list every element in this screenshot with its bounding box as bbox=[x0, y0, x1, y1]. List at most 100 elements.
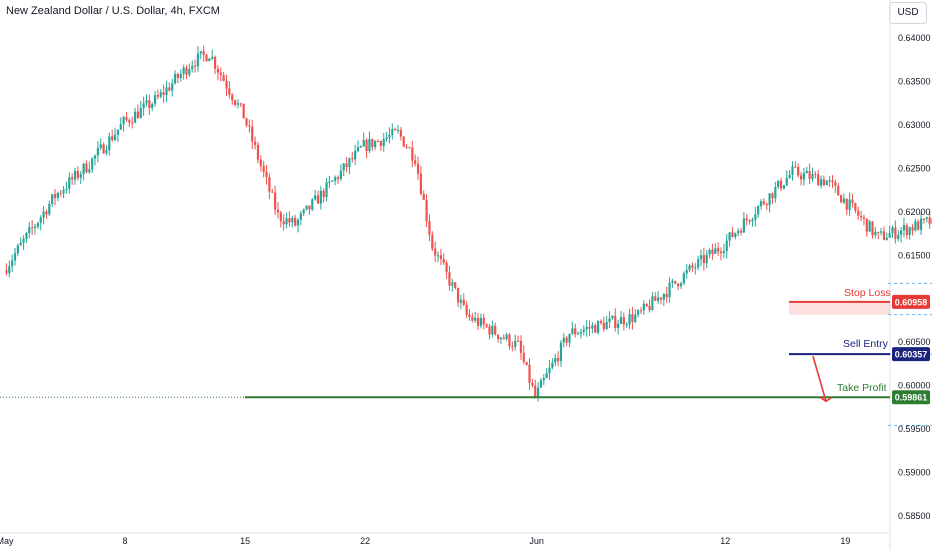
candle-body bbox=[814, 174, 817, 176]
candle-body bbox=[414, 160, 417, 164]
candle-body bbox=[362, 140, 365, 147]
candle-body bbox=[259, 159, 262, 166]
candle-body bbox=[705, 254, 708, 264]
candle-body bbox=[862, 217, 866, 219]
candle-body bbox=[76, 170, 79, 178]
candle-body bbox=[316, 195, 320, 204]
candle-body bbox=[871, 221, 874, 236]
candle-body bbox=[165, 87, 168, 95]
candle-body bbox=[294, 217, 297, 226]
candle-body bbox=[725, 240, 728, 252]
candle-body bbox=[631, 314, 634, 322]
candle-body bbox=[762, 201, 765, 204]
candle-body bbox=[719, 251, 723, 254]
candle-body bbox=[339, 170, 342, 180]
projection-arrow bbox=[812, 355, 827, 402]
candle-body bbox=[128, 119, 131, 123]
candle-body bbox=[868, 221, 871, 232]
candle-body bbox=[782, 185, 785, 189]
candle-body bbox=[808, 171, 811, 179]
candle-body bbox=[459, 299, 463, 303]
candle-body bbox=[828, 180, 831, 182]
candle-body bbox=[391, 128, 394, 135]
candle-body bbox=[88, 169, 91, 173]
candle-body bbox=[536, 387, 540, 397]
candle-body bbox=[156, 95, 160, 97]
candle-body bbox=[902, 225, 906, 231]
projection-arrow-head bbox=[819, 396, 833, 403]
candle-body bbox=[542, 377, 545, 381]
candle-body bbox=[608, 318, 611, 322]
candle-body bbox=[265, 171, 268, 178]
candle-body bbox=[759, 201, 763, 207]
candle-body bbox=[113, 134, 117, 141]
candle-body bbox=[468, 314, 471, 317]
candle-body bbox=[208, 58, 211, 62]
candle-body bbox=[354, 150, 357, 160]
candle-body bbox=[748, 220, 751, 222]
candle-body bbox=[568, 333, 571, 343]
candle-body bbox=[131, 122, 134, 124]
candle-body bbox=[885, 237, 888, 240]
candle-body bbox=[85, 163, 88, 173]
candle-body bbox=[899, 230, 903, 235]
candle-body bbox=[737, 230, 740, 234]
candle-body bbox=[71, 177, 74, 180]
take-profit-tag bbox=[892, 390, 930, 405]
candle-body bbox=[334, 177, 337, 181]
candle-body bbox=[522, 352, 525, 363]
candle-body bbox=[411, 147, 414, 161]
candle-body bbox=[874, 231, 877, 236]
candle-body bbox=[639, 310, 643, 312]
candle-body bbox=[648, 305, 651, 311]
candle-body bbox=[831, 180, 834, 183]
candle-body bbox=[368, 138, 371, 152]
candle-body bbox=[894, 227, 897, 239]
candle-body bbox=[574, 328, 577, 335]
candle-body bbox=[731, 232, 734, 237]
candle-body bbox=[254, 141, 257, 145]
candle-body bbox=[651, 296, 654, 311]
candle-body bbox=[922, 218, 926, 220]
candle-body bbox=[276, 209, 280, 213]
candle-body bbox=[179, 73, 182, 78]
candle-body bbox=[213, 57, 217, 69]
candle-body bbox=[245, 118, 248, 126]
candle-body bbox=[645, 303, 648, 306]
candle-body bbox=[562, 337, 565, 343]
candle-body bbox=[96, 148, 99, 156]
candle-body bbox=[582, 329, 585, 332]
candle-body bbox=[739, 230, 743, 233]
candle-body bbox=[491, 325, 494, 335]
candle-body bbox=[296, 219, 300, 226]
candle-body bbox=[456, 287, 460, 303]
candle-body bbox=[914, 221, 917, 231]
candle-body bbox=[153, 95, 157, 104]
candle-body bbox=[13, 253, 17, 261]
candle-body bbox=[116, 129, 120, 135]
candle-body bbox=[416, 163, 420, 174]
x-tick-label: 22 bbox=[360, 536, 370, 546]
candle-body bbox=[857, 210, 860, 216]
candle-body bbox=[925, 217, 928, 219]
candle-body bbox=[216, 68, 220, 73]
candle-body bbox=[654, 296, 657, 301]
candle-body bbox=[331, 180, 334, 182]
candle-body bbox=[882, 231, 886, 240]
candle-body bbox=[519, 340, 523, 353]
candle-body bbox=[742, 218, 745, 233]
candle-body bbox=[62, 190, 65, 194]
candle-body bbox=[628, 314, 631, 325]
candle-body bbox=[8, 266, 11, 274]
candle-body bbox=[256, 144, 260, 160]
candle-body bbox=[205, 54, 208, 62]
candle-body bbox=[605, 321, 608, 330]
candle-body bbox=[576, 333, 580, 335]
candle-body bbox=[594, 325, 597, 333]
candle-body bbox=[356, 147, 360, 151]
candle-body bbox=[225, 80, 228, 89]
y-tick-label: 0.62000 bbox=[898, 207, 931, 217]
candle-body bbox=[554, 358, 557, 363]
candle-body bbox=[119, 124, 122, 130]
